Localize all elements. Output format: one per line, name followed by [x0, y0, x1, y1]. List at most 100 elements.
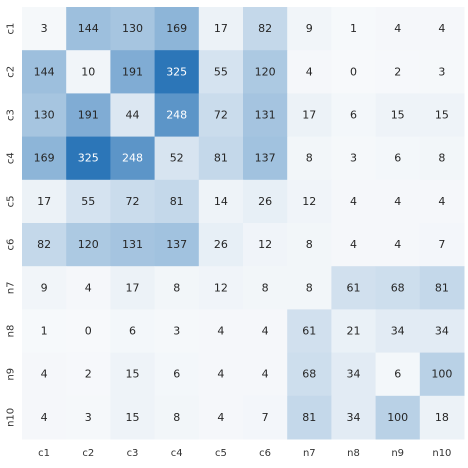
heatmap-cell-n7-n9	[375, 266, 421, 310]
heatmap-cell-c4-c6	[243, 136, 288, 181]
heatmap-cell-c2-c1	[22, 50, 67, 94]
heatmap-cell-n10-n9	[375, 395, 421, 440]
cell-value-label: 131	[122, 238, 143, 251]
cell-value-label: 144	[78, 22, 99, 35]
cell-value-label: 72	[214, 109, 228, 122]
cell-value-label: 8	[306, 238, 313, 251]
heatmap-cell-c2-c6	[243, 50, 288, 94]
x-tick-label: c2	[82, 448, 94, 459]
heatmap-cell-n10-c3	[110, 395, 156, 440]
heatmap-cell-c2-n9	[375, 50, 421, 94]
cell-value-label: 12	[214, 281, 228, 294]
cell-value-label: 144	[34, 65, 55, 78]
heatmap-cell-c4-n10	[419, 136, 465, 181]
cell-value-label: 34	[347, 368, 361, 381]
heatmap-cell-n10-c2	[66, 395, 111, 440]
cell-value-label: 325	[166, 65, 187, 78]
heatmap-cell-c4-n8	[331, 136, 377, 181]
x-tick-label: c1	[38, 448, 50, 459]
cell-value-label: 8	[306, 281, 313, 294]
cell-value-label: 55	[81, 195, 95, 208]
cell-value-label: 100	[431, 368, 452, 381]
heatmap-cell-c5-c4	[154, 179, 200, 224]
cell-value-label: 1	[350, 22, 357, 35]
cell-value-label: 7	[262, 411, 269, 424]
cell-value-label: 3	[41, 22, 48, 35]
cell-value-label: 81	[302, 411, 316, 424]
x-tick-label: c5	[215, 448, 227, 459]
cell-value-label: 4	[350, 238, 357, 251]
heatmap-cell-n8-n10	[419, 309, 465, 354]
cell-value-label: 26	[258, 195, 272, 208]
heatmap-cell-n9-c4	[154, 352, 200, 397]
heatmap-cell-n7-n10	[419, 266, 465, 310]
cell-value-label: 4	[394, 238, 401, 251]
heatmap-cell-c5-c5	[198, 179, 244, 224]
heatmap-cell-n8-n9	[375, 309, 421, 354]
cell-value-label: 131	[255, 109, 276, 122]
heatmap-cell-n10-c6	[243, 395, 288, 440]
cell-value-label: 81	[435, 281, 449, 294]
cell-value-label: 82	[258, 22, 272, 35]
cell-value-label: 34	[347, 411, 361, 424]
cell-value-label: 15	[435, 109, 449, 122]
cell-value-label: 169	[166, 22, 187, 35]
cell-value-label: 1	[41, 325, 48, 338]
heatmap-cell-n8-c5	[198, 309, 244, 354]
heatmap-cell-c1-c3	[110, 7, 156, 51]
cell-value-label: 72	[126, 195, 140, 208]
cell-value-label: 130	[122, 22, 143, 35]
x-tick-label: c4	[171, 448, 183, 459]
y-tick-label: c2	[6, 66, 17, 78]
heatmap-cell-c6-n10	[419, 223, 465, 267]
heatmap-cell-n7-n8	[331, 266, 377, 310]
cell-value-label: 120	[255, 65, 276, 78]
heatmap-cell-n8-c3	[110, 309, 156, 354]
cell-value-label: 4	[262, 325, 269, 338]
heatmap-cell-c4-c1	[22, 136, 67, 181]
heatmap-cell-c3-c1	[22, 93, 67, 138]
heatmap-cell-c2-c5	[198, 50, 244, 94]
cell-value-label: 12	[258, 238, 272, 251]
heatmap-cell-c6-c2	[66, 223, 111, 267]
heatmap-cell-n7-c1	[22, 266, 67, 310]
heatmap-cell-n7-c3	[110, 266, 156, 310]
cell-value-label: 68	[391, 281, 405, 294]
cell-value-label: 4	[217, 368, 224, 381]
y-tick-label: c6	[6, 239, 17, 251]
cell-value-label: 3	[438, 65, 445, 78]
heatmap-cell-n7-n7	[287, 266, 332, 310]
cell-value-label: 4	[438, 22, 445, 35]
x-tick-label: c6	[259, 448, 271, 459]
heatmap-cell-n8-n7	[287, 309, 332, 354]
heatmap-cell-c4-n9	[375, 136, 421, 181]
heatmap-cell-c4-c4	[154, 136, 200, 181]
cell-value-label: 34	[391, 325, 405, 338]
cell-value-label: 4	[85, 281, 92, 294]
cell-value-label: 2	[394, 65, 401, 78]
heatmap-cell-c5-n7	[287, 179, 332, 224]
heatmap-cell-c6-c6	[243, 223, 288, 267]
heatmap-cell-n10-n10	[419, 395, 465, 440]
heatmap-cell-c1-c5	[198, 7, 244, 51]
heatmap-cell-n9-c6	[243, 352, 288, 397]
heatmap-cell-n7-c4	[154, 266, 200, 310]
cell-value-label: 4	[262, 368, 269, 381]
heatmap-cell-c2-n10	[419, 50, 465, 94]
heatmap-cell-c2-c3	[110, 50, 156, 94]
heatmap-cell-c1-n8	[331, 7, 377, 51]
heatmap-cell-n8-c2	[66, 309, 111, 354]
heatmap-cell-c5-c2	[66, 179, 111, 224]
heatmap-cell-c3-c6	[243, 93, 288, 138]
y-axis-tick-labels: c1 c2 c3 c4 c5 c6 n7 n8 n9 n10	[6, 23, 17, 427]
heatmap-cell-c4-c3	[110, 136, 156, 181]
cell-value-label: 6	[394, 152, 401, 165]
cell-value-label: 2	[85, 368, 92, 381]
heatmap-cell-n9-c1	[22, 352, 67, 397]
heatmap-cell-n9-c5	[198, 352, 244, 397]
heatmap-cell-c6-c3	[110, 223, 156, 267]
heatmap-cell-n10-n7	[287, 395, 332, 440]
cell-value-label: 6	[350, 109, 357, 122]
cell-value-label: 68	[302, 368, 316, 381]
